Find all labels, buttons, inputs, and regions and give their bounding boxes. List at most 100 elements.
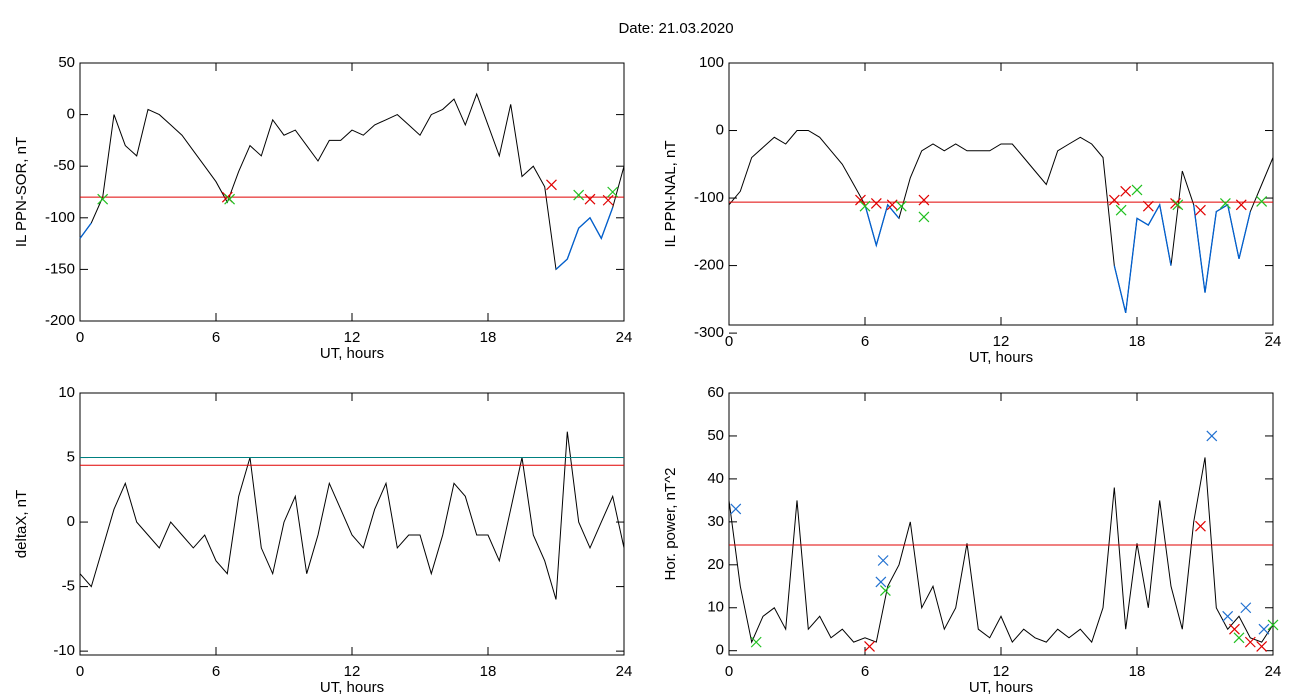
- x-tick-label: 24: [616, 663, 633, 680]
- y-tick-label: 5: [67, 449, 75, 466]
- y-tick-label: 50: [707, 427, 724, 444]
- below-threshold-line: [864, 202, 1251, 313]
- y-axis-label: deltaX, nT: [13, 490, 30, 558]
- marker: [1206, 430, 1218, 442]
- marker: [1233, 632, 1245, 644]
- marker: [859, 200, 871, 212]
- x-tick-label: 24: [1265, 663, 1282, 680]
- y-tick-label: 10: [707, 599, 724, 616]
- y-tick-label: -200: [45, 312, 75, 329]
- marker: [877, 555, 889, 566]
- marker: [1131, 184, 1143, 196]
- x-tick-label: 24: [1265, 333, 1282, 350]
- x-tick-label: 6: [212, 329, 220, 346]
- y-tick-label: 20: [707, 556, 724, 573]
- marker: [1115, 204, 1127, 216]
- marker: [97, 193, 109, 205]
- marker: [918, 211, 930, 223]
- marker: [730, 503, 742, 515]
- y-tick-label: -100: [45, 209, 75, 226]
- y-axis-label: Hor. power, nT^2: [662, 468, 679, 581]
- marker: [1222, 610, 1234, 622]
- marker: [1195, 204, 1206, 216]
- x-tick-label: 24: [616, 329, 633, 346]
- x-tick-label: 12: [993, 663, 1010, 680]
- marker: [546, 179, 557, 191]
- marker: [864, 640, 875, 652]
- marker: [855, 194, 866, 206]
- marker: [1195, 520, 1206, 532]
- x-tick-label: 6: [212, 663, 220, 680]
- x-tick-label: 0: [725, 663, 733, 680]
- x-tick-label: 12: [344, 329, 361, 346]
- marker: [1120, 185, 1132, 197]
- x-tick-label: 18: [480, 329, 497, 346]
- x-tick-label: 18: [1129, 663, 1146, 680]
- x-tick-label: 12: [993, 333, 1010, 350]
- marker: [1229, 623, 1240, 635]
- marker: [1258, 623, 1270, 635]
- marker: [1240, 602, 1252, 614]
- marker: [602, 194, 614, 206]
- y-tick-label: 0: [716, 121, 724, 138]
- x-axis-label: UT, hours: [969, 679, 1033, 696]
- y-tick-label: 50: [58, 54, 75, 71]
- marker: [870, 198, 882, 209]
- marker: [895, 200, 907, 212]
- y-tick-label: -10: [53, 642, 75, 659]
- marker: [1256, 640, 1268, 652]
- y-tick-label: 40: [707, 470, 724, 487]
- y-tick-label: -300: [694, 324, 724, 341]
- plot-frame: [79, 62, 625, 322]
- x-tick-label: 6: [861, 663, 869, 680]
- y-tick-label: -150: [45, 260, 75, 277]
- x-tick-label: 18: [480, 663, 497, 680]
- y-tick-label: 0: [67, 106, 75, 123]
- plot-frame: [728, 62, 1274, 326]
- marker: [584, 193, 596, 205]
- figure-title: Date: 21.03.2020: [618, 20, 733, 37]
- data-line: [79, 431, 625, 600]
- y-tick-label: -200: [694, 257, 724, 274]
- y-tick-label: 10: [58, 384, 75, 401]
- data-line: [728, 457, 1274, 644]
- marker: [886, 199, 898, 211]
- marker: [607, 186, 619, 198]
- x-tick-label: 12: [344, 663, 361, 680]
- marker: [1170, 198, 1181, 209]
- marker: [875, 576, 887, 588]
- marker: [750, 636, 762, 648]
- marker: [918, 194, 930, 206]
- x-tick-label: 0: [76, 329, 84, 346]
- data-line: [728, 130, 1274, 313]
- marker: [1108, 194, 1120, 206]
- x-axis-label: UT, hours: [320, 345, 384, 362]
- x-axis-label: UT, hours: [320, 679, 384, 696]
- y-tick-label: 60: [707, 384, 724, 401]
- x-tick-label: 0: [76, 663, 84, 680]
- below-threshold-line: [79, 207, 614, 270]
- x-tick-label: 0: [725, 333, 733, 350]
- y-tick-label: 100: [699, 54, 724, 71]
- marker: [879, 585, 891, 596]
- marker: [1142, 200, 1154, 212]
- y-tick-label: 0: [716, 642, 724, 659]
- y-tick-label: 0: [67, 513, 75, 530]
- marker: [1244, 636, 1256, 648]
- y-axis-label: IL PPN-NAL, nT: [662, 141, 679, 248]
- marker: [1267, 619, 1279, 631]
- marker: [224, 193, 236, 205]
- x-axis-label: UT, hours: [969, 349, 1033, 366]
- x-tick-label: 6: [861, 333, 869, 350]
- marker: [1235, 199, 1247, 211]
- marker: [573, 189, 585, 201]
- plot-frame: [79, 392, 625, 656]
- y-tick-label: -5: [62, 578, 75, 595]
- marker: [1256, 196, 1268, 207]
- marker: [1172, 199, 1184, 211]
- marker: [1219, 198, 1231, 209]
- data-line: [79, 92, 625, 271]
- y-tick-label: -50: [53, 157, 75, 174]
- y-axis-label: IL PPN-SOR, nT: [13, 137, 30, 247]
